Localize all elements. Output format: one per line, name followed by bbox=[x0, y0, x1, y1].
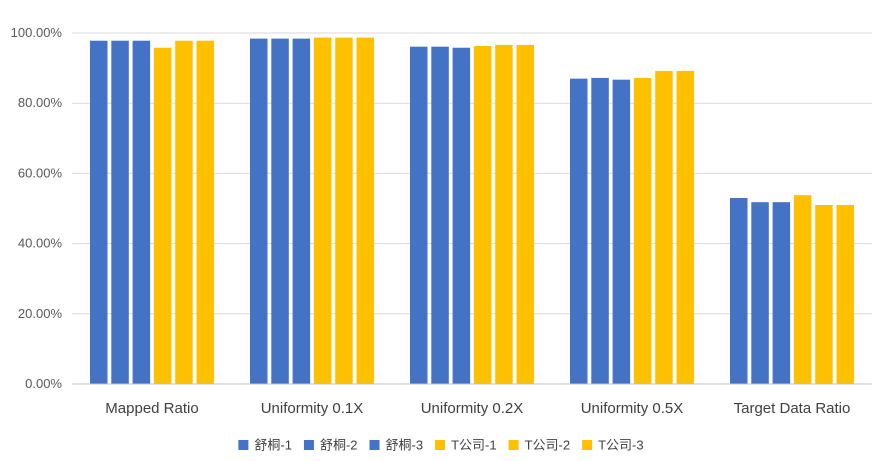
legend-item: 舒桐-1 bbox=[238, 438, 292, 453]
bar-舒桐-1-uniformity-0.5x bbox=[570, 78, 588, 384]
bar-舒桐-3-uniformity-0.2x bbox=[452, 47, 471, 385]
bar-舒桐-1-target-data-ratio bbox=[730, 197, 748, 384]
x-category-label: Uniformity 0.2X bbox=[421, 400, 524, 417]
y-tick-label: 100.00% bbox=[11, 25, 63, 40]
bar-舒桐-1-uniformity-0.2x bbox=[410, 46, 428, 384]
x-category-label: Mapped Ratio bbox=[105, 400, 198, 417]
bar-舒桐-1-mapped-ratio bbox=[90, 40, 108, 384]
bar-舒桐-2-uniformity-0.1x bbox=[271, 38, 289, 385]
bar-T公司-2-uniformity-0.2x bbox=[495, 44, 513, 385]
y-tick-label: 20.00% bbox=[18, 306, 63, 321]
x-category-label: Target Data Ratio bbox=[734, 400, 851, 417]
legend-item: 舒桐-2 bbox=[303, 438, 358, 453]
bar-T公司-1-uniformity-0.1x bbox=[313, 37, 332, 385]
bar-舒桐-2-target-data-ratio bbox=[751, 202, 769, 384]
bar-T公司-2-target-data-ratio bbox=[815, 204, 833, 384]
y-tick-label: 0.00% bbox=[25, 376, 62, 391]
legend-label: T公司-1 bbox=[451, 438, 497, 453]
bar-T公司-1-uniformity-0.5x bbox=[633, 77, 652, 385]
y-axis-ticks: 0.00% 20.00% 40.00% 60.00% 80.00% 100.00% bbox=[11, 25, 63, 391]
legend-label: T公司-2 bbox=[525, 438, 571, 453]
legend-label: 舒桐-1 bbox=[254, 438, 292, 453]
legend-item: T公司-1 bbox=[435, 438, 497, 453]
legend: 舒桐-1 舒桐-2 舒桐-3 T公司-1 T公司-2 T公司-3 bbox=[238, 438, 644, 453]
bar-舒桐-3-mapped-ratio bbox=[132, 40, 151, 384]
x-category-label: Uniformity 0.5X bbox=[581, 400, 684, 417]
bar-舒桐-3-uniformity-0.5x bbox=[612, 79, 631, 385]
legend-item: T公司-3 bbox=[582, 438, 644, 453]
legend-swatch bbox=[435, 440, 446, 450]
bar-舒桐-2-uniformity-0.5x bbox=[591, 77, 609, 385]
legend-swatch bbox=[238, 440, 249, 450]
legend-item: 舒桐-3 bbox=[369, 438, 424, 453]
bar-舒桐-2-uniformity-0.2x bbox=[431, 46, 449, 384]
y-tick-label: 40.00% bbox=[18, 236, 63, 251]
bar-T公司-3-uniformity-0.2x bbox=[516, 44, 534, 385]
legend-label: 舒桐-3 bbox=[386, 438, 424, 453]
legend-swatch bbox=[582, 440, 593, 450]
bar-T公司-2-uniformity-0.1x bbox=[335, 37, 353, 385]
bar-舒桐-2-mapped-ratio bbox=[111, 40, 129, 384]
bar-T公司-1-uniformity-0.2x bbox=[473, 45, 492, 385]
bar-T公司-1-mapped-ratio bbox=[153, 47, 172, 385]
bar-T公司-1-target-data-ratio bbox=[793, 195, 812, 384]
legend-swatch bbox=[369, 440, 380, 450]
legend-swatch bbox=[303, 440, 314, 450]
bar-T公司-3-mapped-ratio bbox=[196, 40, 214, 384]
y-tick-label: 80.00% bbox=[18, 95, 63, 110]
bar-T公司-3-target-data-ratio bbox=[836, 204, 854, 384]
bar-T公司-2-uniformity-0.5x bbox=[655, 70, 673, 384]
legend-label: T公司-3 bbox=[598, 438, 644, 453]
bar-舒桐-3-target-data-ratio bbox=[772, 202, 791, 384]
y-tick-label: 60.00% bbox=[18, 165, 63, 180]
bar-舒桐-1-uniformity-0.1x bbox=[250, 38, 268, 385]
bar-舒桐-3-uniformity-0.1x bbox=[292, 38, 311, 385]
legend-swatch bbox=[508, 440, 519, 450]
legend-label: 舒桐-2 bbox=[320, 438, 358, 453]
bars bbox=[90, 37, 854, 385]
bar-T公司-2-mapped-ratio bbox=[175, 40, 193, 384]
x-category-label: Uniformity 0.1X bbox=[261, 400, 364, 417]
bar-T公司-3-uniformity-0.1x bbox=[356, 37, 374, 385]
x-axis-categories: Mapped Ratio Uniformity 0.1X Uniformity 0.… bbox=[105, 400, 850, 417]
legend-item: T公司-2 bbox=[508, 438, 571, 453]
bar-T公司-3-uniformity-0.5x bbox=[676, 70, 694, 384]
